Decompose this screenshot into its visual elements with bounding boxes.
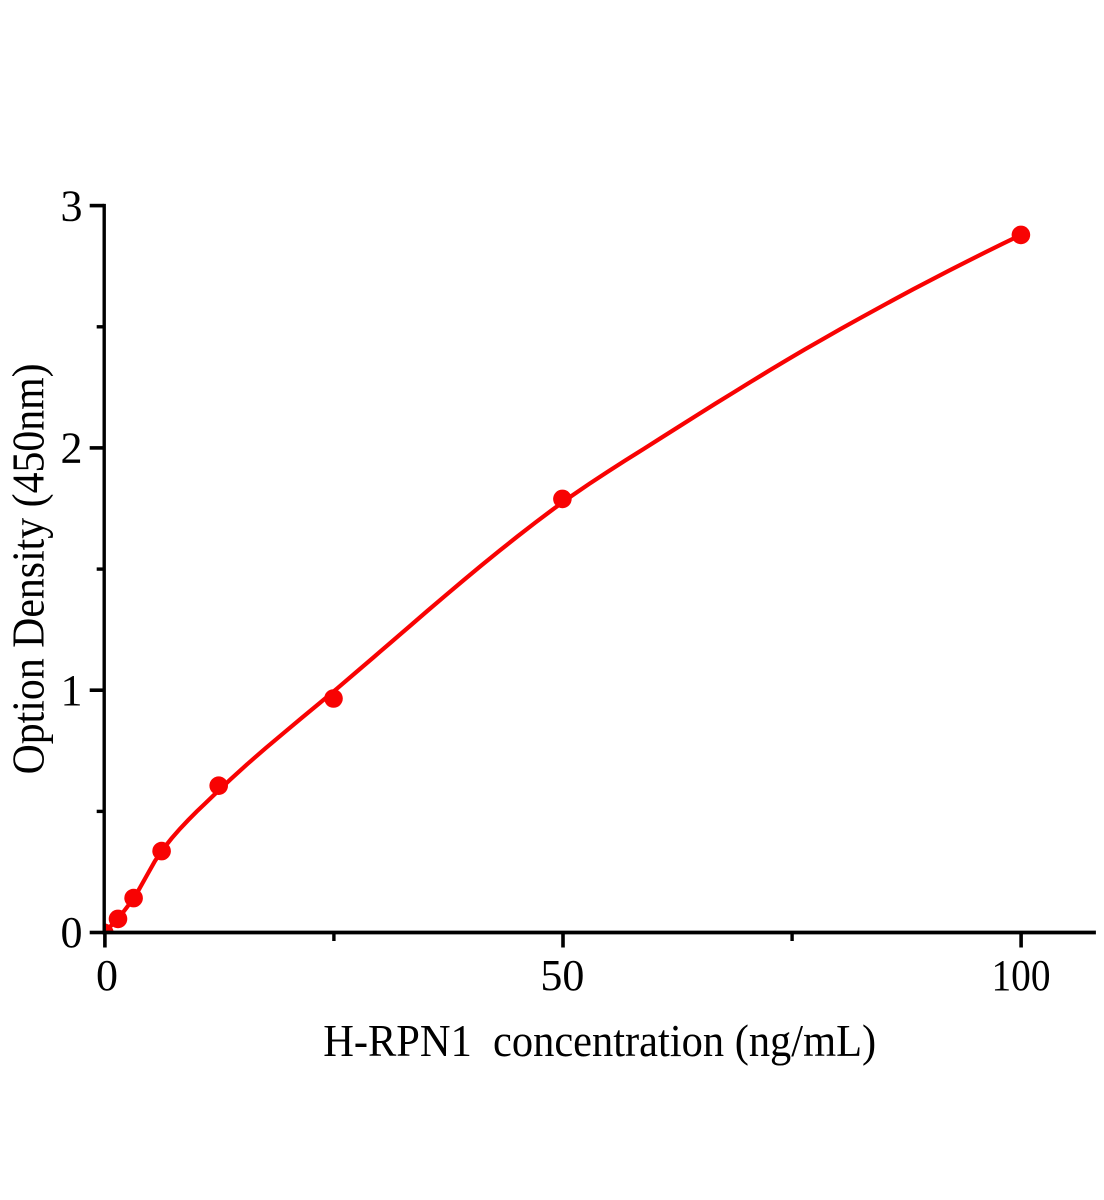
svg-text:Option Density (450nm): Option Density (450nm) xyxy=(3,363,54,774)
svg-text:1: 1 xyxy=(61,666,83,715)
svg-text:H-RPN1 concentration (ng/mL): H-RPN1 concentration (ng/mL) xyxy=(323,1015,876,1066)
svg-text:100: 100 xyxy=(992,951,1051,1000)
svg-text:3: 3 xyxy=(61,181,83,230)
svg-text:50: 50 xyxy=(540,951,584,1000)
svg-text:2: 2 xyxy=(61,424,83,473)
svg-text:0: 0 xyxy=(96,951,118,1000)
svg-text:0: 0 xyxy=(61,908,83,957)
